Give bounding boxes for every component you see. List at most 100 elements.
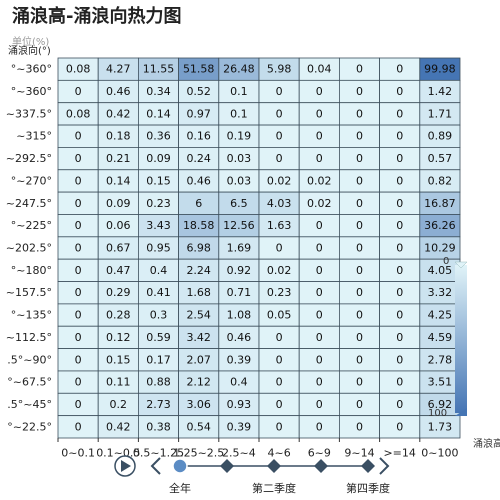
cell-value-label: 1.68 [186, 286, 211, 299]
visual-map[interactable]: 0 100 涌浪高 [428, 256, 500, 450]
cell-value-label: 3.43 [146, 219, 171, 232]
cell-value-label: 4.05 [428, 264, 453, 277]
cell-value-label: 1.08 [227, 309, 252, 322]
y-tick-label: ~315° [16, 130, 52, 143]
cell-value-label: 0 [75, 376, 82, 389]
cell-value-label: 0 [396, 85, 403, 98]
visual-map-handle-bottom[interactable] [455, 408, 467, 416]
cell-value-label: 0.04 [307, 63, 332, 76]
cell-value-label: 0 [356, 107, 363, 120]
cell-value-label: 0 [316, 286, 323, 299]
y-tick-label: .5°~45° [7, 398, 52, 411]
cell-value-label: 0.28 [106, 309, 131, 322]
y-tick-label: ~202.5° [6, 242, 52, 255]
cell-value-label: 0 [316, 130, 323, 143]
cell-value-label: 0.14 [106, 174, 131, 187]
cell-value-label: 0 [316, 242, 323, 255]
cell-value-label: 0.19 [227, 130, 252, 143]
cell-value-label: 0 [75, 174, 82, 187]
cell-value-label: 0.06 [106, 219, 131, 232]
cell-value-label: 0 [396, 152, 403, 165]
y-axis-labels: °~360° °~360° ~337.5° ~315° ~292.5° °~270° ~24… [6, 63, 52, 434]
cell-value-label: 0.08 [66, 63, 91, 76]
cell-value-label: 0.42 [106, 420, 131, 433]
cell-value-label: 0 [276, 242, 283, 255]
visual-map-gradient-bar[interactable] [455, 265, 467, 413]
cell-value-label: 4.25 [428, 309, 453, 322]
timeline-item[interactable] [361, 459, 375, 473]
cell-value-label: 0.02 [267, 264, 292, 277]
cell-value-label: 0.59 [146, 331, 171, 344]
cell-value-label: 0.03 [227, 152, 252, 165]
cell-value-label: 0 [75, 242, 82, 255]
cell-value-label: 0.46 [227, 331, 252, 344]
cell-value-label: 0.14 [146, 107, 171, 120]
y-tick-label: ~337.5° [6, 107, 52, 120]
y-tick-label: .5°~90° [7, 353, 52, 366]
prev-chevron-icon[interactable] [150, 457, 161, 475]
cell-value-label: 0.92 [227, 264, 252, 277]
cell-value-label: 0.03 [227, 174, 252, 187]
cell-value-label: 0.1 [230, 85, 248, 98]
y-tick-label: ~112.5° [6, 331, 52, 344]
next-chevron-icon[interactable] [379, 457, 390, 475]
cell-value-label: 0 [276, 376, 283, 389]
unit-label: 单位(%) [12, 37, 50, 48]
timeline-item[interactable] [267, 459, 281, 473]
timeline-bar[interactable]: 全年 第二季度 第四季度 [114, 455, 390, 495]
cell-value-label: 36.26 [424, 219, 456, 232]
timeline-item-label[interactable]: 第二季度 [252, 481, 296, 495]
cell-value-label: 0 [75, 398, 82, 411]
y-tick-label: °~135° [11, 309, 52, 322]
cell-value-label: 0 [356, 174, 363, 187]
y-tick-label: ~157.5° [6, 286, 52, 299]
timeline-item[interactable] [220, 459, 234, 473]
x-tick-label: 9~14 [344, 447, 374, 460]
cell-value-label: 0.05 [267, 309, 292, 322]
cell-value-label: 0 [276, 130, 283, 143]
visual-map-handle-top[interactable] [454, 261, 468, 269]
cell-value-label: 0 [276, 398, 283, 411]
cell-value-label: 0.24 [186, 152, 211, 165]
cell-value-label: 12.56 [223, 219, 255, 232]
cell-value-label: 0.67 [106, 242, 131, 255]
cell-value-label: 0.41 [146, 286, 171, 299]
cell-value-label: 0.97 [186, 107, 211, 120]
cell-value-label: 0 [356, 420, 363, 433]
cell-value-label: 0 [396, 331, 403, 344]
cell-value-label: 0.95 [146, 242, 171, 255]
x-tick-label: >=14 [383, 447, 415, 460]
cell-value-label: 6.92 [428, 398, 453, 411]
cell-value-label: 0 [396, 398, 403, 411]
cell-value-label: 0 [316, 264, 323, 277]
cell-value-label: 0 [316, 376, 323, 389]
cell-value-label: 0 [75, 197, 82, 210]
visual-map-name: 涌浪高 [473, 437, 500, 450]
timeline-item-label[interactable]: 全年 [169, 481, 191, 495]
heatmap-cells: 0.08 4.27 11.55 51.58 26.48 5.98 0.04 0 0 99.98 0 0… [57, 57, 461, 439]
heatmap-cell[interactable] [419, 415, 461, 439]
play-icon [121, 460, 131, 472]
cell-value-label: 0 [396, 219, 403, 232]
timeline-item-label[interactable]: 第四季度 [346, 481, 390, 495]
cell-value-label: 0.71 [227, 286, 252, 299]
cell-value-label: 3.32 [428, 286, 453, 299]
y-tick-label: °~360° [11, 85, 52, 98]
cell-value-label: 2.78 [428, 353, 453, 366]
cell-value-label: 0 [316, 107, 323, 120]
cell-value-label: 0.88 [146, 376, 171, 389]
timeline-item[interactable] [314, 459, 328, 473]
cell-value-label: 0 [356, 376, 363, 389]
cell-value-label: 0 [276, 107, 283, 120]
cell-value-label: 0.36 [146, 130, 171, 143]
cell-value-label: 0.4 [230, 376, 248, 389]
cell-value-label: 3.51 [428, 376, 453, 389]
timeline-item-active[interactable] [172, 458, 188, 474]
cell-value-label: 18.58 [183, 219, 215, 232]
cell-value-label: 0.34 [146, 85, 171, 98]
cell-value-label: 0.12 [106, 331, 131, 344]
cell-value-label: 0.21 [106, 152, 131, 165]
cell-value-label: 0 [396, 107, 403, 120]
cell-value-label: 1.69 [227, 242, 252, 255]
